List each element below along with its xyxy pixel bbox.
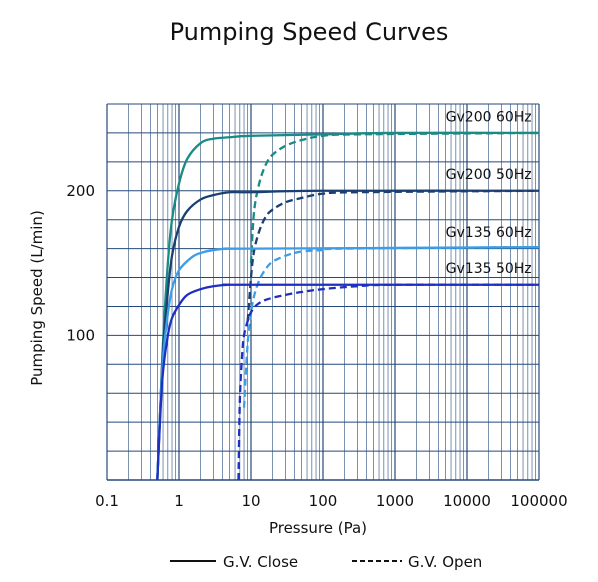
series-group [156, 131, 540, 481]
series-label-gv135-50hz: Gv135 50Hz [446, 261, 532, 277]
legend: G.V. Close G.V. Open [170, 553, 482, 571]
x-tick-label: 10000 [443, 492, 491, 510]
series-labels: Gv200 60Hz Gv200 50Hz Gv135 60Hz Gv135 50Hz [446, 109, 532, 277]
series-line-open-gv135-50hz [237, 283, 540, 481]
x-tick-label: 100000 [510, 492, 567, 510]
y-tick-label: 200 [66, 182, 95, 200]
legend-label-open: G.V. Open [408, 553, 482, 571]
x-tick-label: 1 [174, 492, 184, 510]
series-line-close-gv135-60hz [156, 246, 540, 481]
chart-title: Pumping Speed Curves [170, 18, 449, 46]
x-tick-label: 10 [241, 492, 260, 510]
y-tick-label: 100 [66, 326, 95, 344]
tick-labels: 0.1 1 10 100 1000 10000 100000 100 200 [66, 182, 567, 510]
x-tick-label: 100 [309, 492, 338, 510]
y-axis-label: Pumping Speed (L/min) [28, 210, 46, 386]
series-line-open-gv200-50hz [246, 189, 540, 322]
x-tick-label: 1000 [376, 492, 414, 510]
x-tick-label: 0.1 [95, 492, 119, 510]
series-label-gv200-50hz: Gv200 50Hz [446, 167, 532, 183]
legend-label-close: G.V. Close [223, 553, 298, 571]
series-label-gv135-60hz: Gv135 60Hz [446, 225, 532, 241]
series-line-close-gv135-50hz [156, 283, 539, 481]
series-label-gv200-60hz: Gv200 60Hz [446, 109, 532, 125]
x-axis-label: Pressure (Pa) [269, 519, 367, 537]
